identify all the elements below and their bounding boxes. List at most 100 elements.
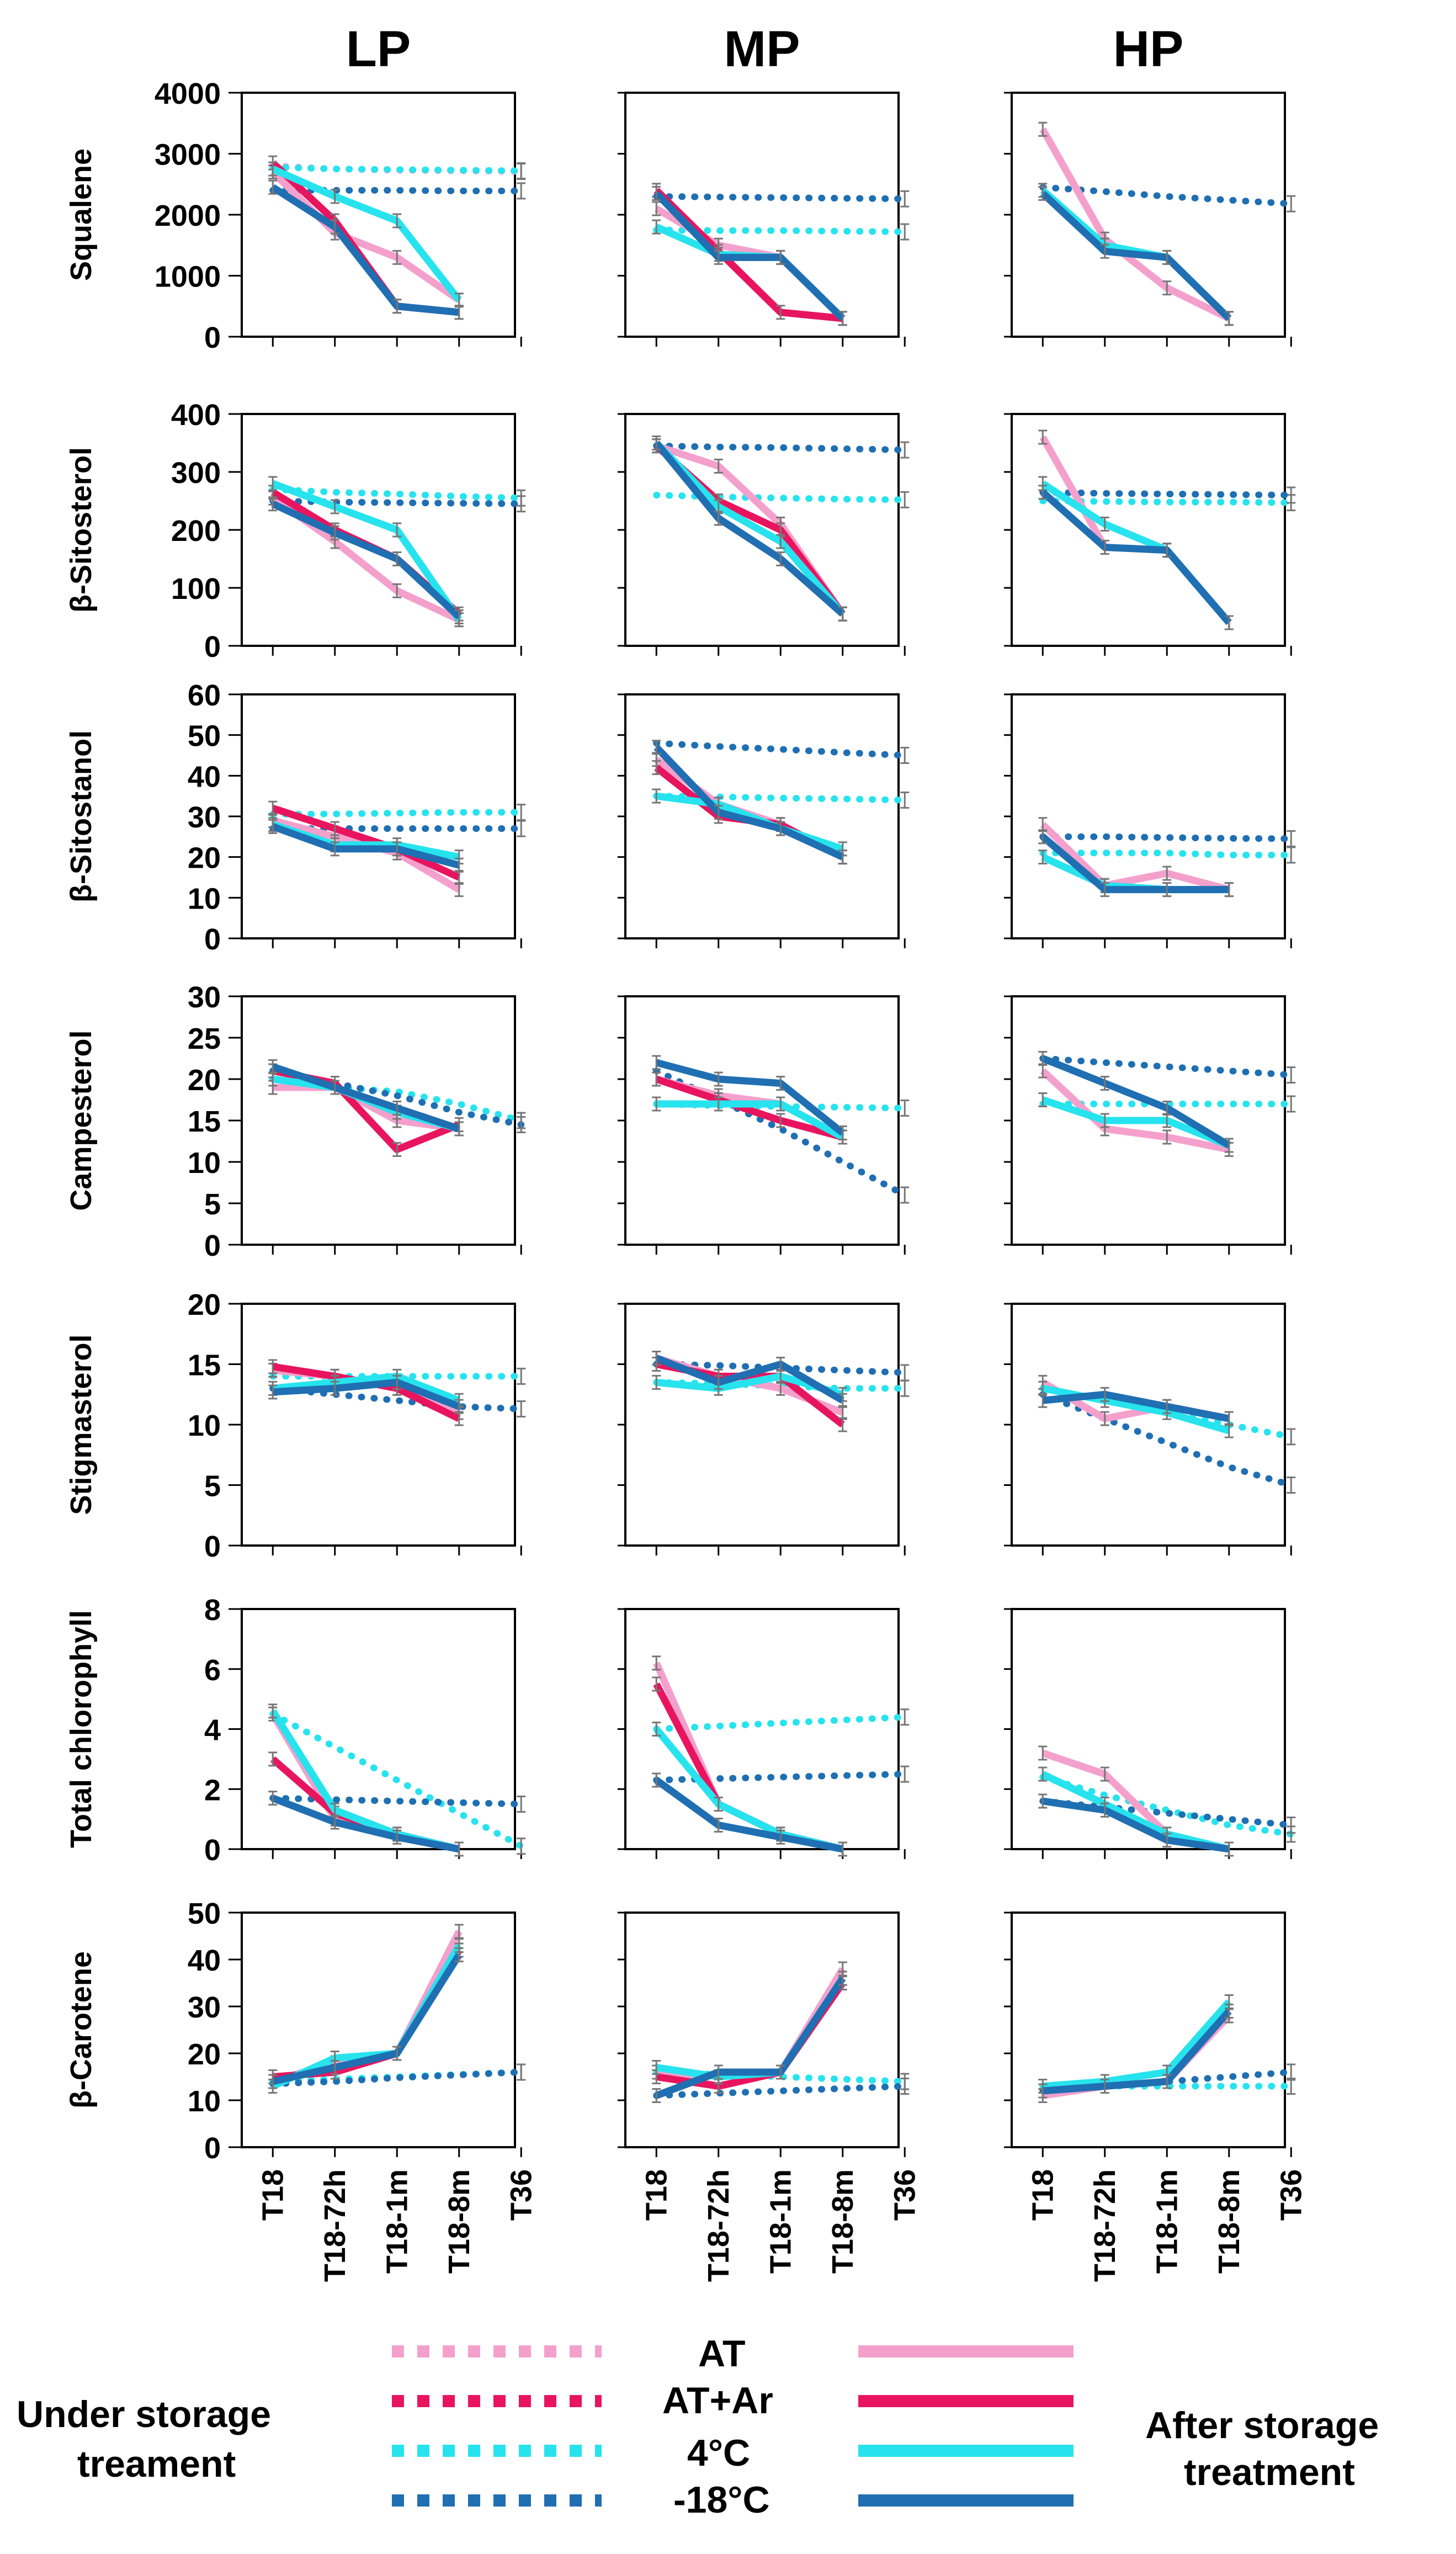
error-bar xyxy=(330,841,339,857)
error-bar xyxy=(900,747,910,764)
error-bar xyxy=(776,249,785,265)
error-bar xyxy=(776,551,785,566)
panel-stigmasterol-hp xyxy=(1004,1303,1296,1555)
error-bar xyxy=(330,189,339,204)
error-bar xyxy=(714,2064,723,2080)
x-tick-label: T18-1m xyxy=(764,2169,797,2274)
panel--sitosterol-lp xyxy=(241,413,526,656)
error-bar xyxy=(517,1367,526,1385)
error-bar xyxy=(1224,1138,1234,1153)
error-bar xyxy=(900,1186,910,1204)
error-bar xyxy=(776,534,785,549)
error-bar xyxy=(392,1101,402,1116)
error-bar xyxy=(330,2060,339,2075)
series-after-atar xyxy=(272,805,461,881)
series-after-c4 xyxy=(1041,1771,1230,1853)
error-bar xyxy=(517,1795,526,1813)
error-bar xyxy=(1100,1076,1109,1091)
series-after-cm18 xyxy=(654,1777,843,1853)
error-bar xyxy=(1038,1766,1048,1782)
error-bar xyxy=(1038,485,1048,500)
legend-right-label-line1: After storage xyxy=(1145,2404,1379,2446)
error-bar xyxy=(1287,486,1296,504)
error-bar xyxy=(268,1703,278,1719)
error-bar xyxy=(838,849,847,865)
error-bar xyxy=(1038,1393,1048,1408)
series-after-cm18 xyxy=(1042,2009,1232,2095)
error-bar xyxy=(900,491,910,508)
series-after-atar xyxy=(655,1075,844,1141)
y-tick-label: 30 xyxy=(188,1991,221,2024)
x-tick-label: T18-72h xyxy=(702,2169,735,2282)
error-bar xyxy=(1162,1129,1172,1145)
series-under-cm18 xyxy=(1039,1055,1295,1079)
legend-item-18c-label: -18°C xyxy=(673,2479,770,2521)
series-under-cm18 xyxy=(1039,489,1295,498)
series-after-cm18 xyxy=(1042,1390,1230,1422)
y-tick-label: 3000 xyxy=(155,139,221,172)
x-tick-label: T18 xyxy=(640,2169,673,2221)
series-after-c4 xyxy=(272,1372,461,1404)
series-after-cm18 xyxy=(653,745,844,861)
error-bar xyxy=(517,162,526,179)
y-tick-label: 20 xyxy=(188,842,221,875)
error-bar xyxy=(1100,243,1109,259)
panel--carotene-hp xyxy=(1004,1911,1296,2157)
series-under-c4 xyxy=(1039,497,1295,506)
error-bar xyxy=(517,1838,526,1855)
error-bar xyxy=(392,299,402,314)
panel-campesterol-mp xyxy=(618,995,910,1255)
legend-item-atar-label: AT+Ar xyxy=(662,2380,773,2422)
error-bar xyxy=(330,219,339,235)
error-bar xyxy=(1162,1101,1172,1116)
row-label--carotene: β-Carotene xyxy=(65,1951,98,2109)
error-bar xyxy=(776,1076,785,1091)
y-tick-label: 10 xyxy=(188,1146,221,1180)
error-bar xyxy=(652,1374,661,1390)
series-under-cm18 xyxy=(653,442,908,454)
error-bar xyxy=(1287,1095,1296,1113)
error-bar xyxy=(392,583,402,598)
error-bar xyxy=(392,841,402,857)
error-bar xyxy=(900,441,910,459)
y-tick-label: 0 xyxy=(204,630,221,663)
series-after-cm18 xyxy=(653,440,846,617)
panel-squalene-hp xyxy=(1004,92,1296,347)
y-tick-label: 10 xyxy=(188,882,221,915)
panel-frame xyxy=(241,92,516,338)
panel-frame xyxy=(1011,1911,1286,2148)
error-bar xyxy=(1038,849,1048,865)
series-under-c4 xyxy=(1039,1774,1295,1838)
panel-campesterol-lp xyxy=(241,995,526,1255)
series-after-cm18 xyxy=(1040,833,1229,894)
error-bar xyxy=(652,2088,661,2103)
error-bar xyxy=(1038,1793,1048,1809)
series-after-cm18 xyxy=(1040,489,1232,625)
error-bar xyxy=(392,551,402,566)
y-tick-label: 10 xyxy=(188,2085,221,2118)
error-bar xyxy=(900,1364,910,1382)
y-tick-label: 300 xyxy=(171,456,221,490)
panel-frame xyxy=(241,1911,516,2148)
error-bar xyxy=(776,2064,785,2080)
series-after-c4 xyxy=(656,792,844,853)
error-bar xyxy=(454,1841,464,1857)
series-after-cm18 xyxy=(655,1976,846,2099)
error-bar xyxy=(1162,543,1172,558)
error-bar xyxy=(392,522,402,538)
series-after-cm18 xyxy=(655,1059,845,1136)
panel-stigmasterol-lp xyxy=(241,1303,526,1555)
series-under-cm18 xyxy=(1039,184,1295,208)
series-after-c4 xyxy=(1040,480,1232,625)
error-bar xyxy=(1287,846,1296,864)
series-after-atar xyxy=(270,1756,460,1853)
row-label-stigmasterol: Stigmasterol xyxy=(65,1334,98,1515)
legend-item-at-label: AT xyxy=(698,2333,746,2375)
error-bar xyxy=(454,305,464,320)
error-bar xyxy=(776,1357,785,1372)
error-bar xyxy=(900,1100,910,1117)
panel-total-chlorophyll-hp xyxy=(1004,1608,1296,1859)
x-tick-label: T18-8m xyxy=(443,2169,476,2274)
error-bar xyxy=(1162,2074,1172,2089)
y-tick-label: 10 xyxy=(188,1409,221,1442)
